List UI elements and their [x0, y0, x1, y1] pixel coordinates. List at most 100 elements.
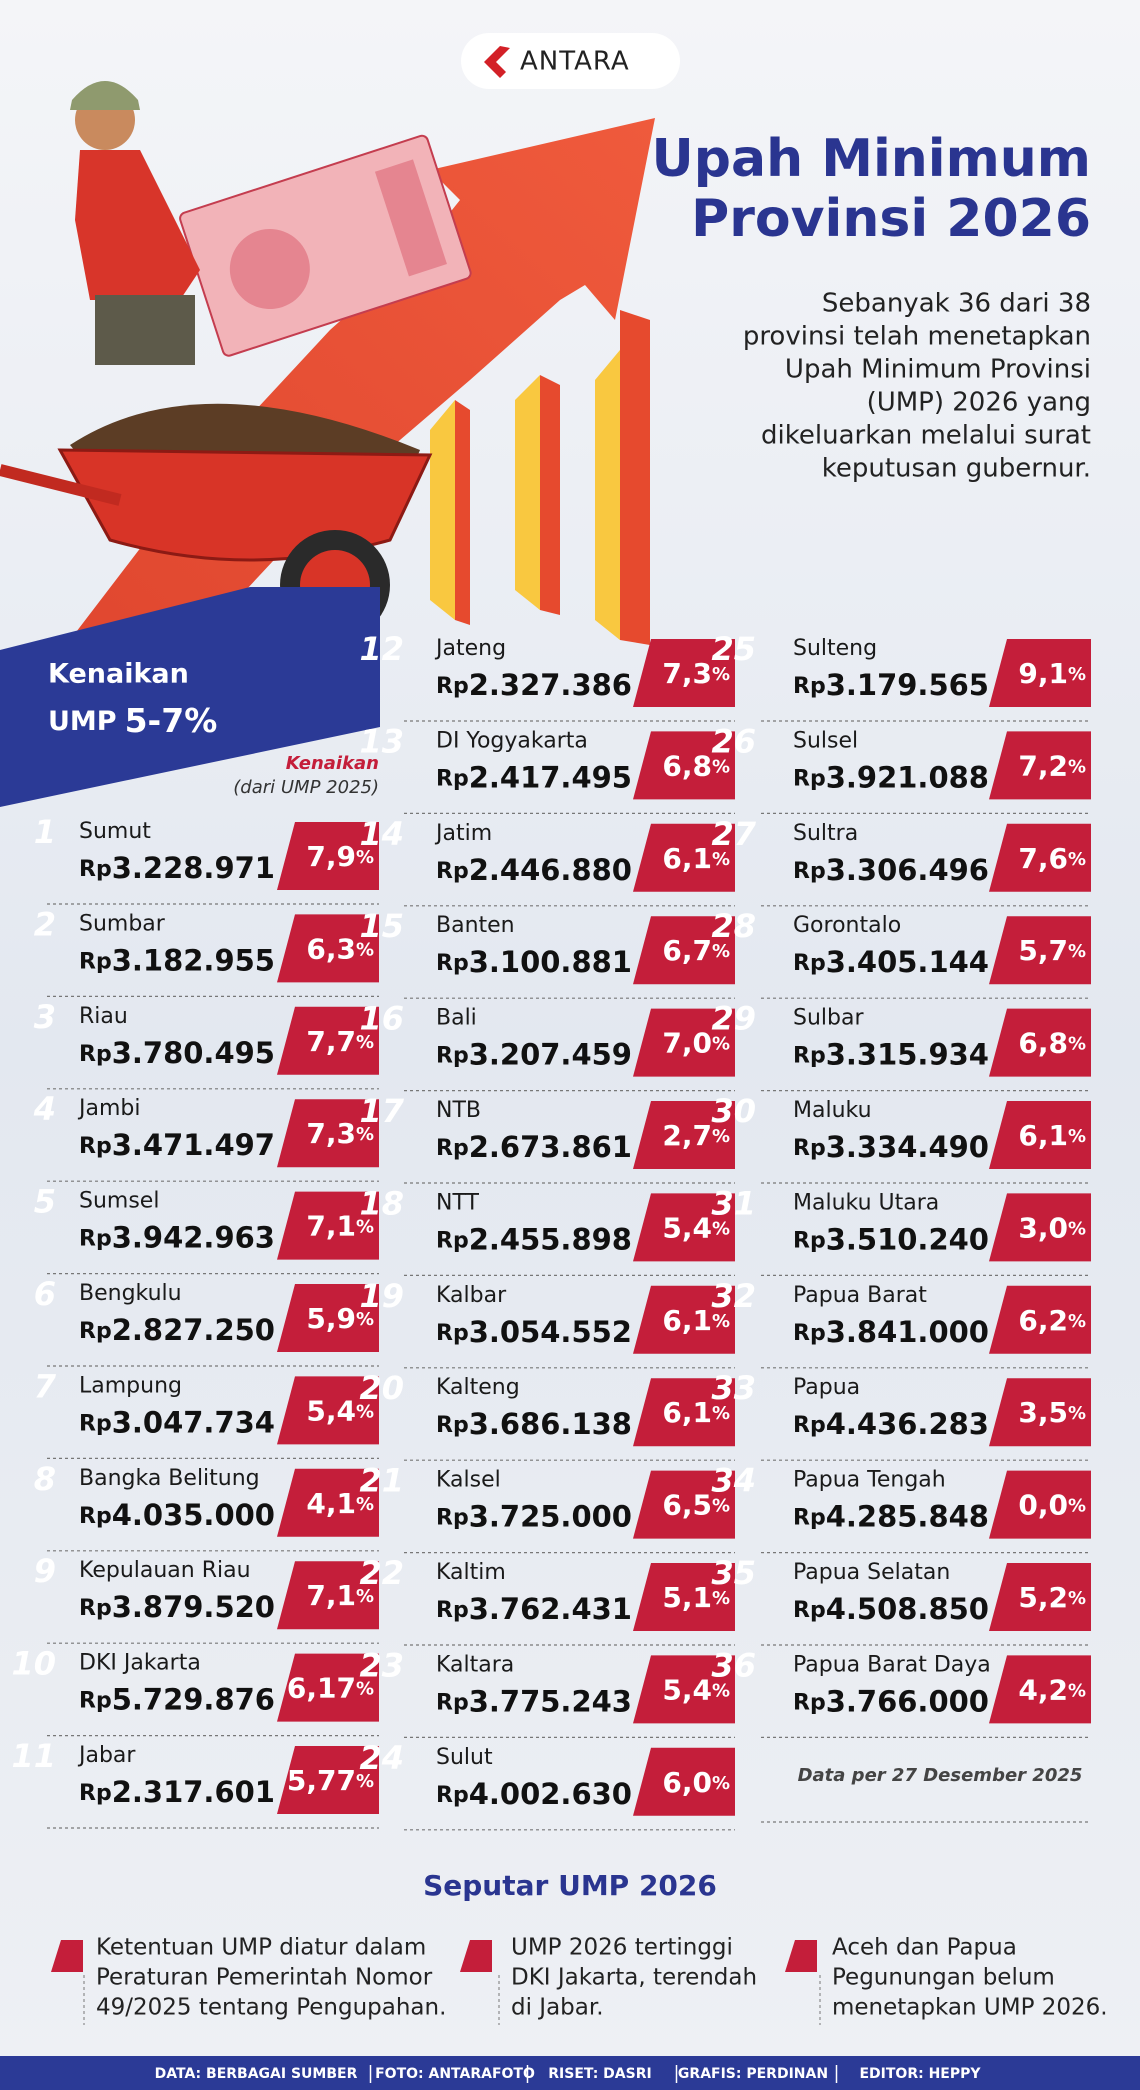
province-name: Kepulauan Riau: [79, 1558, 251, 1583]
amount-value: 3.315.934: [826, 1038, 989, 1072]
percent-sign: %: [712, 756, 730, 777]
increase-value: 7,3: [662, 657, 712, 690]
increase-badge: [633, 1193, 735, 1262]
increase-value: 7,1: [306, 1579, 356, 1612]
province-row: 13 DI Yogyakarta Rp2.417.495 6,8%: [359, 722, 735, 815]
fact-line: Ketentuan UMP diatur dalam: [96, 1935, 426, 1961]
currency: Rp: [79, 1042, 112, 1067]
currency: Rp: [793, 1690, 826, 1715]
fact-marker: [460, 1940, 492, 1972]
province-amount: Rp5.729.876: [79, 1683, 275, 1717]
percent-sign: %: [712, 941, 730, 962]
highlight-range: 5-7%: [125, 701, 218, 740]
province-amount: Rp3.780.495: [79, 1036, 275, 1070]
increase-badge: [633, 1101, 735, 1169]
currency: Rp: [436, 1506, 469, 1531]
increase-value: 7,6: [1018, 842, 1068, 875]
amount-value: 5.729.876: [112, 1683, 275, 1717]
province-name: Maluku: [793, 1098, 872, 1123]
province-number: 7: [34, 1367, 57, 1405]
percent-sign: %: [712, 1496, 730, 1517]
increase-badge: [277, 1468, 379, 1537]
title: Provinsi 2026: [691, 189, 1091, 249]
province-amount: Rp2.417.495: [436, 760, 632, 794]
increase-badge: [989, 731, 1091, 800]
province-number: 17: [359, 1092, 404, 1130]
percent-sign: %: [1068, 664, 1086, 685]
increase-value: 3,5: [1018, 1396, 1068, 1429]
bar-deco: [620, 310, 650, 645]
province-number: 4: [33, 1090, 56, 1128]
province-amount: Rp4.285.848: [793, 1500, 989, 1534]
increase-value: 5,1: [662, 1581, 712, 1614]
footer-bar: [0, 2056, 1140, 2090]
increase-label: 6,2%: [1018, 1304, 1086, 1337]
amount-value: 3.100.881: [469, 945, 632, 979]
increase-badge: [989, 1101, 1091, 1169]
increase-label: 4,1%: [306, 1487, 374, 1520]
fact-line: DKI Jakarta, terendah: [511, 1965, 757, 1991]
increase-badge: [633, 1470, 735, 1539]
increase-badge: [633, 1378, 735, 1447]
increase-label: 3,0%: [1018, 1211, 1086, 1244]
increase-badge: [989, 639, 1091, 707]
province-row: 18 NTT Rp2.455.898 5,4%: [359, 1184, 735, 1277]
province-name: Maluku Utara: [793, 1190, 939, 1215]
increase-label: 7,0%: [662, 1027, 730, 1060]
increase-value: 6,8: [662, 749, 712, 782]
amount-value: 3.879.520: [112, 1590, 275, 1624]
increase-badge: [989, 1655, 1091, 1724]
province-name: Sulsel: [793, 728, 858, 753]
wheelbarrow-handle: [0, 464, 122, 506]
province-number: 11: [11, 1737, 56, 1775]
province-name: Sultra: [793, 821, 858, 846]
province-amount: Rp3.179.565: [793, 668, 989, 702]
percent-sign: %: [356, 939, 374, 960]
footer-credit: RISET: DASRI: [548, 2066, 651, 2082]
highlight-value: UMP 5-7%: [48, 701, 217, 740]
province-amount: Rp2.455.898: [436, 1222, 632, 1256]
province-row: 10 DKI Jakarta Rp5.729.876 6,17%: [11, 1645, 379, 1737]
description-line: Upah Minimum Provinsi: [785, 355, 1091, 385]
amount-value: 2.827.250: [112, 1313, 275, 1347]
currency: Rp: [793, 1321, 826, 1346]
percent-sign: %: [1068, 1311, 1086, 1332]
increase-value: 7,1: [306, 1210, 356, 1243]
increase-value: 5,2: [1018, 1581, 1068, 1614]
percent-sign: %: [712, 1311, 730, 1332]
currency: Rp: [793, 1506, 826, 1531]
increase-value: 7,7: [306, 1025, 356, 1058]
province-number: 28: [711, 907, 756, 945]
currency: Rp: [793, 674, 826, 699]
increase-label: 7,2%: [1018, 749, 1086, 782]
increase-label: 6,3%: [306, 932, 374, 965]
province-name: Jatim: [434, 821, 492, 846]
province-number: 32: [711, 1277, 756, 1315]
increase-badge: [633, 823, 735, 892]
title: Upah Minimum: [652, 129, 1091, 189]
amount-value: 3.405.144: [826, 945, 989, 979]
bar-deco: [430, 400, 455, 620]
province-number: 21: [359, 1462, 404, 1500]
percent-sign: %: [712, 1588, 730, 1609]
description-line: (UMP) 2026 yang: [867, 388, 1091, 418]
increase-value: 2,7: [662, 1119, 712, 1152]
fact-line: Peraturan Pemerintah Nomor: [96, 1965, 433, 1991]
increase-badge: [633, 1008, 735, 1077]
fact-line: 49/2025 tentang Pengupahan.: [96, 1995, 446, 2021]
currency: Rp: [793, 1598, 826, 1623]
province-amount: Rp3.942.963: [79, 1221, 275, 1255]
footer-credit: FOTO: ANTARAFOTO: [375, 2066, 535, 2082]
percent-sign: %: [712, 1403, 730, 1424]
increase-value: 5,9: [306, 1302, 356, 1335]
amount-value: 4.436.283: [826, 1407, 989, 1441]
province-amount: Rp2.317.601: [79, 1775, 275, 1809]
highlight-banner: [0, 587, 380, 807]
currency: Rp: [79, 949, 112, 974]
increase-value: 5,4: [306, 1394, 356, 1427]
percent-sign: %: [712, 1218, 730, 1239]
province-number: 33: [711, 1369, 756, 1407]
fact-line: di Jabar.: [511, 1995, 604, 2021]
increase-value: 5,77: [287, 1764, 356, 1797]
